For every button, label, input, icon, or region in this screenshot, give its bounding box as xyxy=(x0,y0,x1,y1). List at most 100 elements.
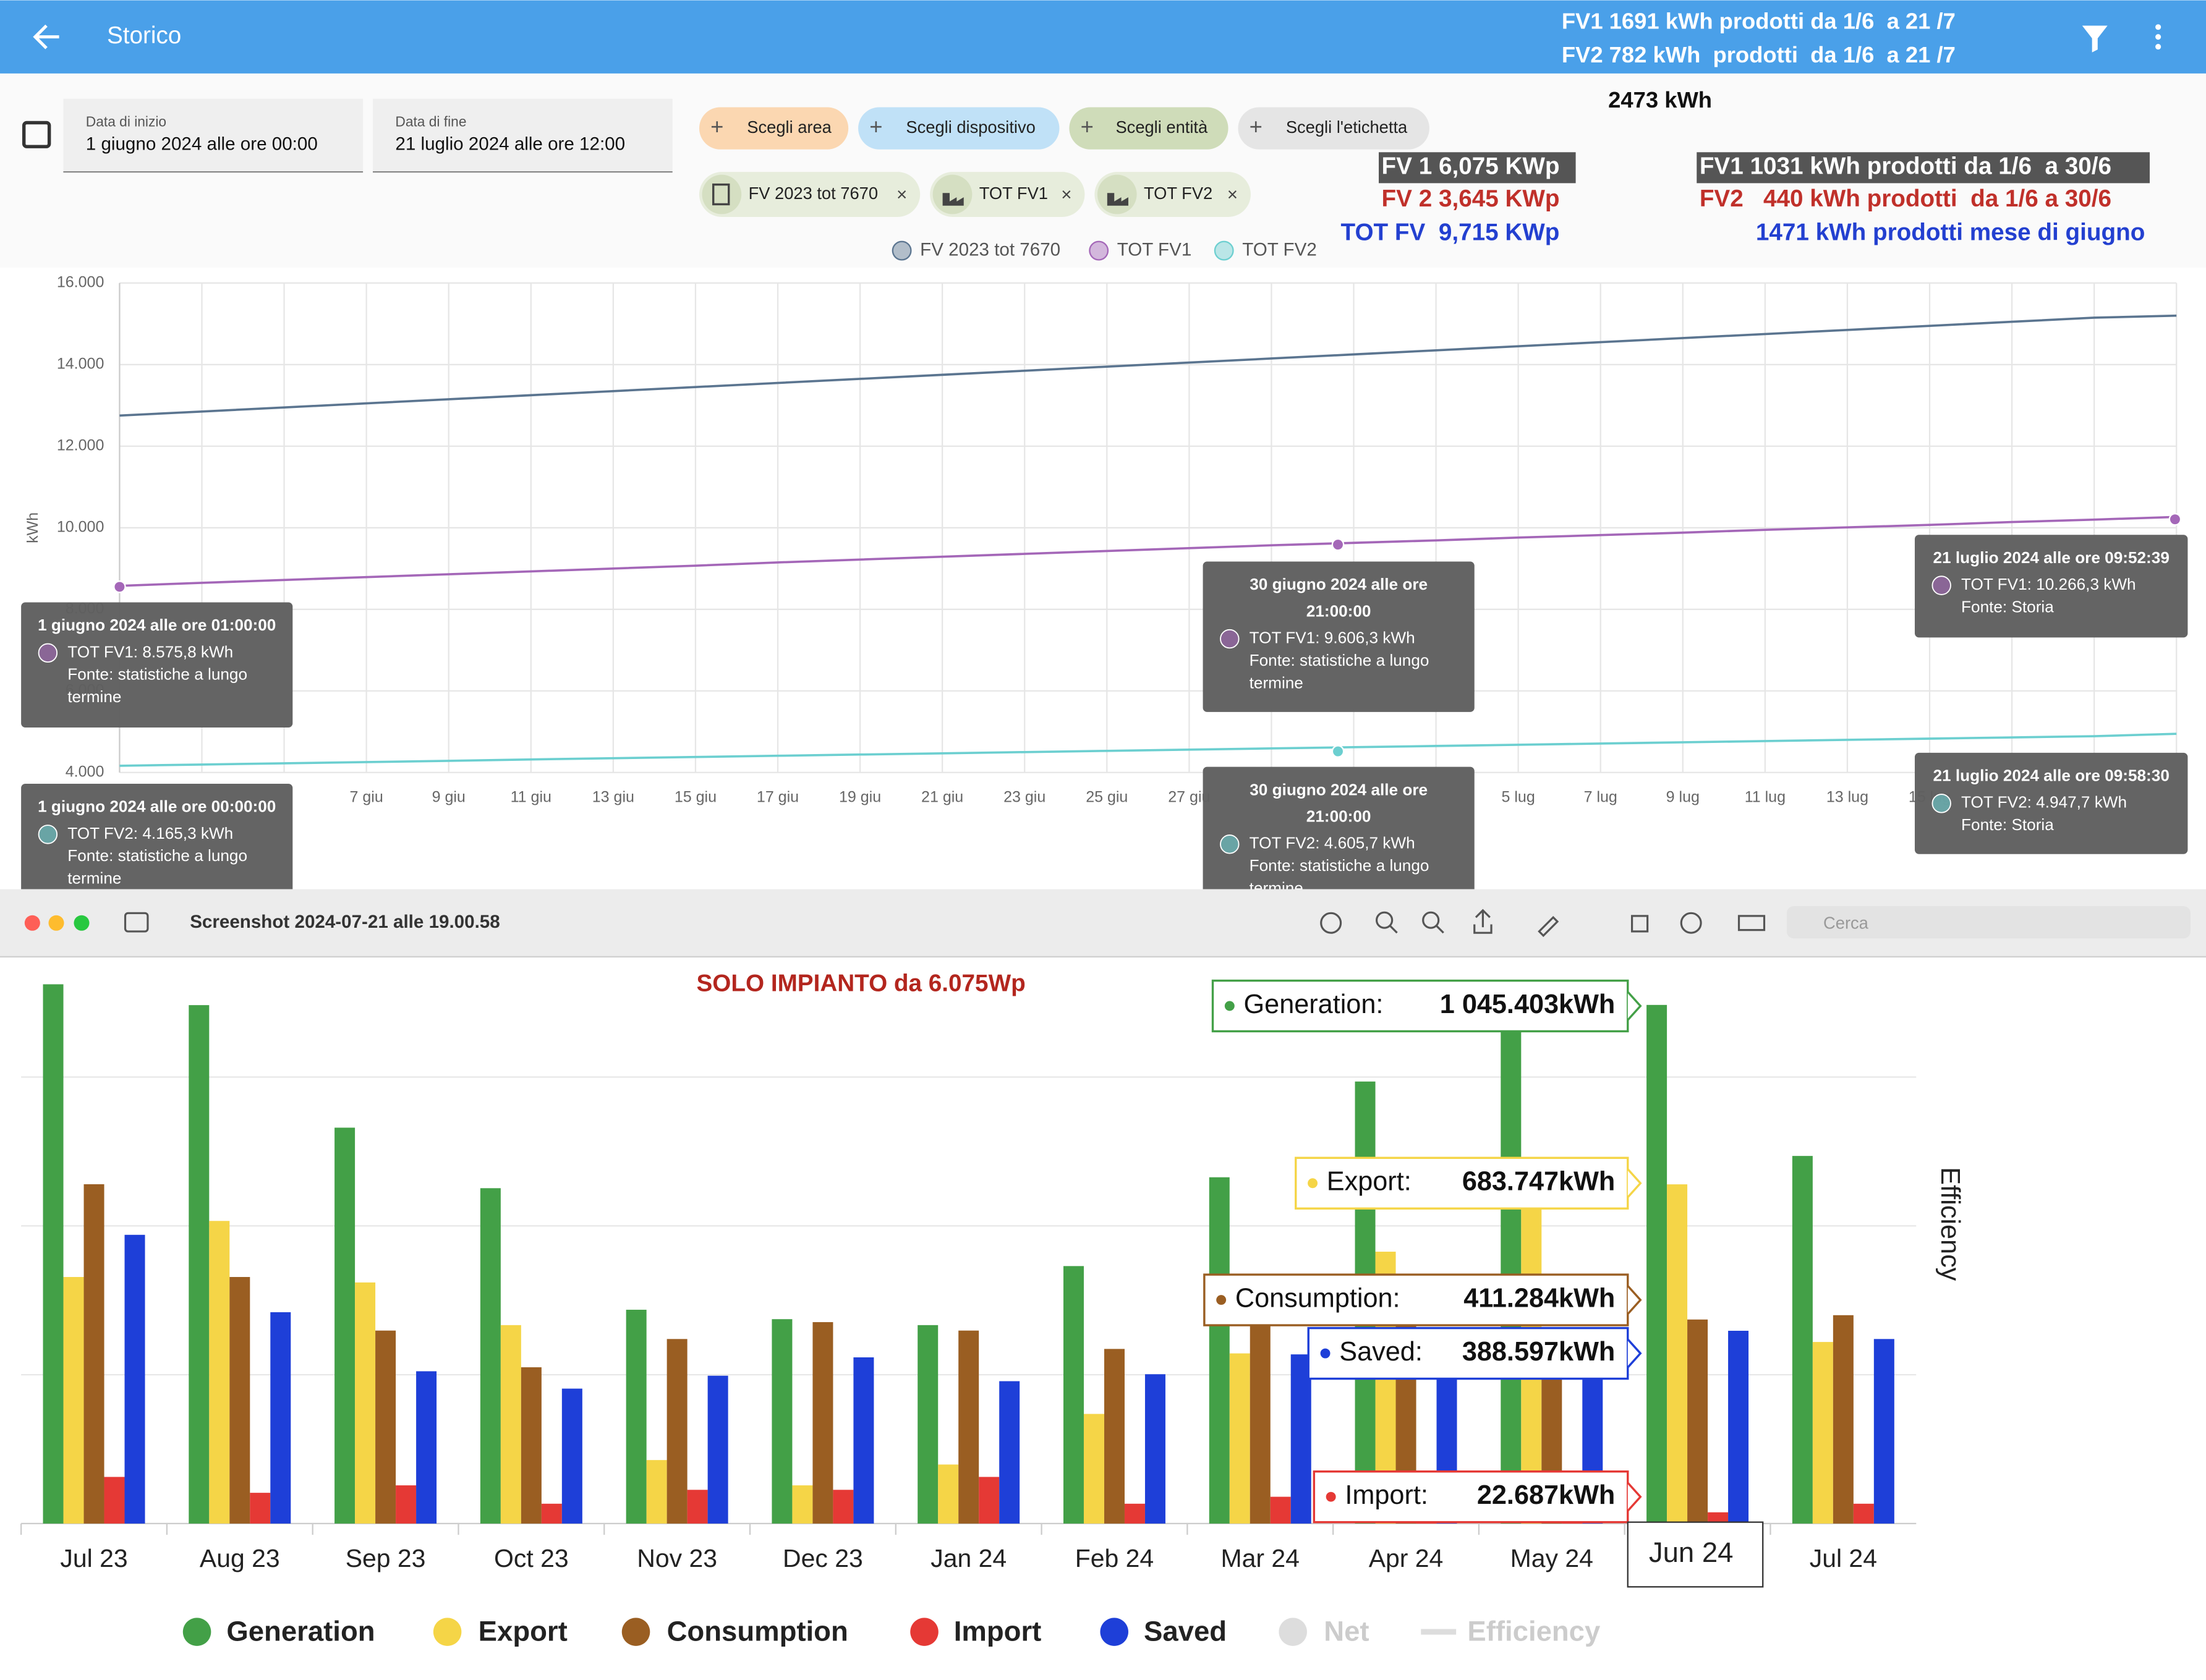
tooltip-title: 21 luglio 2024 alle ore 09:58:30 xyxy=(1933,766,2169,785)
tooltip-label: Export: xyxy=(1327,1167,1412,1197)
tooltip-swatch xyxy=(1326,1491,1336,1502)
selected-chip[interactable]: × xyxy=(1094,172,1251,217)
x-tick-label: Feb 24 xyxy=(1075,1544,1154,1572)
date-field[interactable] xyxy=(63,98,364,172)
date-field[interactable] xyxy=(373,98,673,172)
tooltip-item: TOT FV2: 4.947,7 kWh xyxy=(1961,793,2127,812)
svg-text:×: × xyxy=(1227,185,1238,205)
legend-swatch xyxy=(1089,240,1109,261)
calendar-icon[interactable] xyxy=(22,121,51,148)
bar xyxy=(541,1503,562,1524)
search-field[interactable] xyxy=(1786,906,2191,939)
bar xyxy=(666,1339,688,1524)
bar xyxy=(1209,1177,1230,1524)
tooltip-pointer xyxy=(1627,991,1642,1021)
bar xyxy=(104,1477,125,1524)
tooltip-swatch xyxy=(38,643,58,663)
tooltip-swatch xyxy=(1931,794,1951,813)
x-tick-label: Sep 23 xyxy=(346,1544,426,1572)
minimize-button[interactable] xyxy=(48,915,64,931)
chart-title: SOLO IMPIANTO da 6.075Wp xyxy=(697,970,1026,997)
x-tick-label: Nov 23 xyxy=(637,1544,717,1572)
legend-swatch xyxy=(433,1618,462,1646)
x-tick-label: Dec 23 xyxy=(783,1544,863,1572)
tooltip-swatch xyxy=(1220,629,1240,649)
tooltip-item: TOT FV2: 4.605,7 kWh xyxy=(1250,834,1415,852)
tooltip-label: Consumption: xyxy=(1235,1284,1400,1313)
menu-button[interactable] xyxy=(2155,24,2161,50)
bar xyxy=(250,1493,271,1524)
bar xyxy=(63,1276,84,1524)
bar xyxy=(687,1490,708,1524)
x-tick-label: Jul 24 xyxy=(1810,1544,1877,1572)
hover-dot xyxy=(2168,512,2182,526)
x-tick-label: 13 giu xyxy=(592,788,634,805)
chooser-chip[interactable]: + xyxy=(858,107,1060,150)
tooltip xyxy=(1203,766,1475,889)
tooltip xyxy=(1313,1470,1629,1524)
bar xyxy=(124,1234,145,1524)
tooltip-item: TOT FV2: 4.165,3 kWh xyxy=(67,824,233,842)
x-tick-label: Oct 23 xyxy=(494,1544,569,1572)
window-title: Screenshot 2024-07-21 alle 19.00.58 xyxy=(190,912,500,932)
toolbar-icons[interactable] xyxy=(1320,909,1766,937)
filter-clear-button[interactable] xyxy=(2082,25,2108,53)
tooltip-title: 21:00:00 xyxy=(1306,807,1371,825)
x-tick-label: 9 giu xyxy=(432,788,466,805)
svg-text:+: + xyxy=(1250,114,1263,139)
field-value: 1 giugno 2024 alle ore 00:00 xyxy=(86,134,318,155)
tooltip-item: TOT FV1: 10.266,3 kWh xyxy=(1961,575,2136,593)
legend-label: FV 2023 tot 7670 xyxy=(920,239,1060,260)
bar xyxy=(561,1388,582,1524)
sidebar-button[interactable] xyxy=(124,912,149,933)
chip-label: Scegli area xyxy=(747,117,832,137)
legend-label: TOT FV1 xyxy=(1117,239,1192,260)
annotation: FV1 1691 kWh prodotti da 1/6 a 21 /7 xyxy=(1562,9,1956,34)
bar xyxy=(480,1188,501,1524)
close-button[interactable] xyxy=(24,915,40,931)
bar xyxy=(416,1371,437,1524)
tooltip xyxy=(1914,535,2188,638)
bar xyxy=(833,1490,854,1524)
hover-dot xyxy=(113,580,126,593)
chooser-chip[interactable]: + xyxy=(699,107,849,150)
annotation-box xyxy=(1697,152,2150,184)
zoom-button[interactable] xyxy=(74,915,90,931)
tooltip xyxy=(21,602,293,728)
tooltip xyxy=(1211,979,1629,1033)
tooltip-label: Saved: xyxy=(1339,1337,1423,1367)
tooltip-item: TOT FV1: 9.606,3 kWh xyxy=(1250,629,1415,647)
y-tick-label: 10.000 xyxy=(57,518,104,535)
bar xyxy=(1853,1503,1874,1524)
hover-dot xyxy=(1331,538,1345,551)
tooltip-source: termine xyxy=(67,687,121,706)
y-tick-label: 14.000 xyxy=(57,355,104,372)
field-value: 21 luglio 2024 alle ore 12:00 xyxy=(395,134,625,155)
bar xyxy=(83,1184,104,1524)
x-tick-label: May 24 xyxy=(1510,1544,1593,1572)
x-tick-label: 23 giu xyxy=(1003,788,1046,805)
annotation: FV1 1031 kWh prodotti da 1/6 a 30/6 xyxy=(1700,153,2111,180)
chooser-chip[interactable]: + xyxy=(1238,107,1429,150)
bar xyxy=(375,1330,396,1524)
x-tick-label: 19 giu xyxy=(839,788,881,805)
bar xyxy=(209,1221,230,1524)
tooltip-value: 411.284kWh xyxy=(1463,1284,1615,1313)
bar xyxy=(1667,1184,1688,1524)
bar xyxy=(1144,1374,1165,1524)
bar xyxy=(1270,1496,1291,1524)
x-tick-label: Apr 24 xyxy=(1369,1544,1444,1572)
chooser-chip[interactable]: + xyxy=(1069,107,1229,150)
bar xyxy=(792,1485,813,1524)
tooltip-pointer xyxy=(1627,1285,1642,1315)
bar xyxy=(1833,1315,1854,1524)
x-tick-label: 21 giu xyxy=(921,788,963,805)
series-line xyxy=(119,515,2177,587)
tooltip-swatch xyxy=(38,825,58,844)
field-label: Data di inizio xyxy=(86,114,166,130)
back-button[interactable] xyxy=(33,24,59,49)
selected-chip[interactable]: × xyxy=(699,172,921,217)
tooltip-pointer xyxy=(1627,1482,1642,1512)
selected-chip[interactable]: × xyxy=(930,172,1085,217)
